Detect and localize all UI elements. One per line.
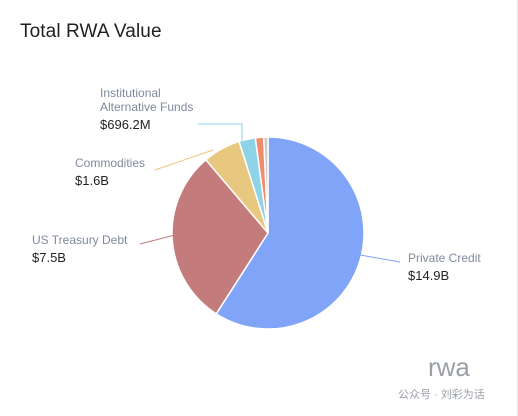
slice-label-0: Private Credit [408,251,481,265]
slice-label-2: Commodities [75,156,145,170]
watermark-caption: 公众号 · 刘彩为话 [398,389,485,401]
slice-label-1: US Treasury Debt [32,233,128,247]
chart-title: Total RWA Value [20,21,162,42]
slice-label-3-line-0: Institutional [100,86,161,100]
slice-value-3: $696.2M [100,117,151,132]
slice-label-3-line-1: Alternative Funds [100,100,193,114]
leader-line-1 [139,234,176,245]
watermark-brand: rwa [428,352,470,382]
leader-line-3 [198,123,243,142]
pie-slice-0[interactable] [215,136,365,330]
pie-slice-5[interactable] [262,136,269,234]
slice-value-1: $7.5B [32,250,66,265]
leader-line-0 [359,254,401,263]
slice-value-0: $14.9B [408,268,449,283]
pie-slice-1[interactable] [171,158,269,315]
slice-value-2: $1.6B [75,173,109,188]
leader-line-2 [154,149,214,171]
